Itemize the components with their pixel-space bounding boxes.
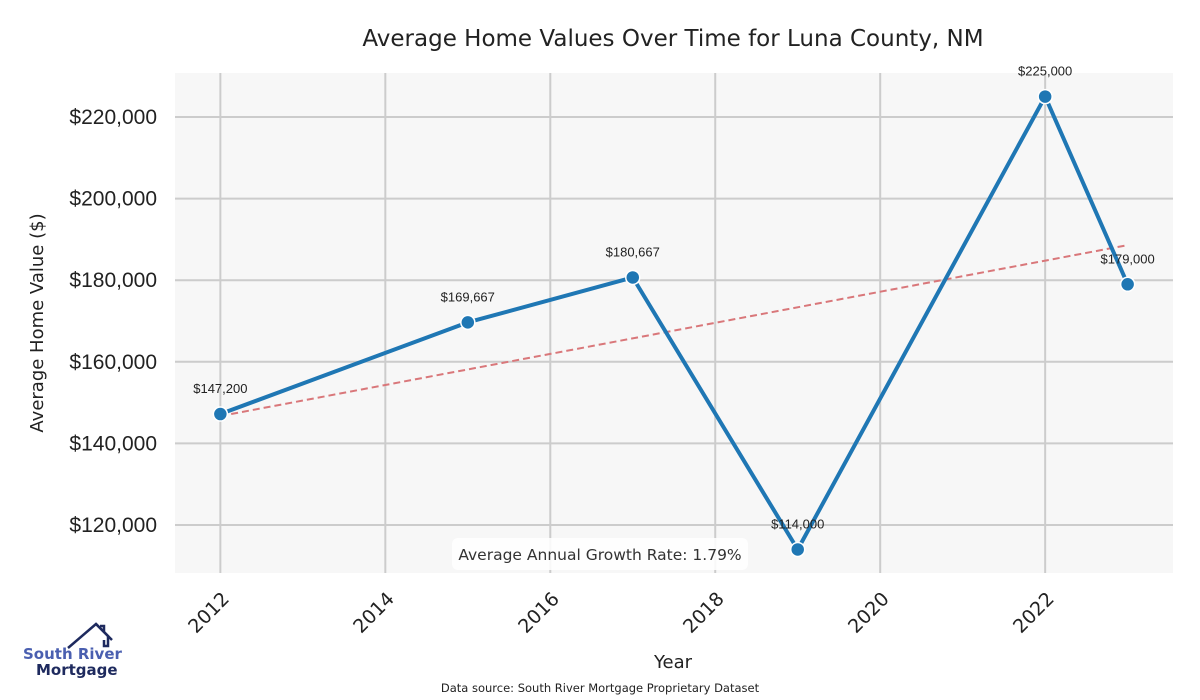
- y-tick-label: $200,000: [69, 188, 157, 211]
- y-gridlines: [175, 115, 1173, 526]
- x-tick-label: 2016: [514, 588, 564, 638]
- series-line: [219, 94, 1130, 552]
- data-point: [212, 406, 229, 422]
- plot-area: [175, 73, 1173, 573]
- growth-annotation-text: Average Annual Growth Rate: 1.79%: [458, 546, 741, 564]
- x-gridlines: [219, 73, 1047, 573]
- data-label: $114,000: [771, 516, 824, 531]
- y-tick-label: $120,000: [69, 514, 157, 537]
- house-roof-icon: [95, 623, 113, 641]
- data-point: [1037, 88, 1053, 105]
- data-label: $180,667: [606, 244, 660, 259]
- series-line-group: [212, 88, 1136, 558]
- data-source: Data source: South River Mortgage Propri…: [441, 681, 760, 695]
- chart-title: Average Home Values Over Time for Luna C…: [362, 26, 983, 52]
- y-tick-labels: $120,000 $140,000 $160,000 $180,000 $200,000…: [69, 106, 157, 537]
- y-tick-label: $140,000: [69, 432, 157, 455]
- data-point: [1119, 276, 1136, 293]
- x-tick-label: 2012: [184, 588, 234, 638]
- y-axis-label: Average Home Value ($): [27, 213, 48, 432]
- house-icon: [67, 622, 110, 649]
- x-axis-label: Year: [653, 652, 693, 673]
- logo-line1: South River: [23, 645, 123, 663]
- data-point: [789, 541, 806, 558]
- y-tick-label: $160,000: [69, 351, 157, 374]
- data-label: $169,667: [441, 289, 495, 304]
- data-label: $225,000: [1018, 64, 1072, 79]
- data-labels: $147,200 $169,667 $180,667 $114,000 $225,000…: [193, 64, 1155, 532]
- x-tick-label: 2014: [349, 588, 399, 638]
- growth-annotation: Average Annual Growth Rate: 1.79%: [452, 538, 748, 570]
- y-tick-label: $220,000: [69, 106, 157, 129]
- data-label: $179,000: [1101, 251, 1155, 266]
- data-point: [625, 269, 641, 286]
- x-tick-label: 2018: [679, 588, 729, 638]
- x-tick-labels: 2012 2014 2016 2018 2020 2022: [184, 588, 1059, 638]
- logo-line2: Mortgage: [36, 661, 118, 679]
- growth-annotation-box: [452, 538, 748, 570]
- logo: South River Mortgage: [23, 622, 123, 679]
- data-point: [460, 314, 476, 331]
- x-tick-label: 2020: [844, 588, 894, 638]
- x-tick-label: 2022: [1009, 588, 1059, 638]
- data-label: $147,200: [193, 381, 247, 396]
- y-tick-label: $180,000: [69, 269, 157, 292]
